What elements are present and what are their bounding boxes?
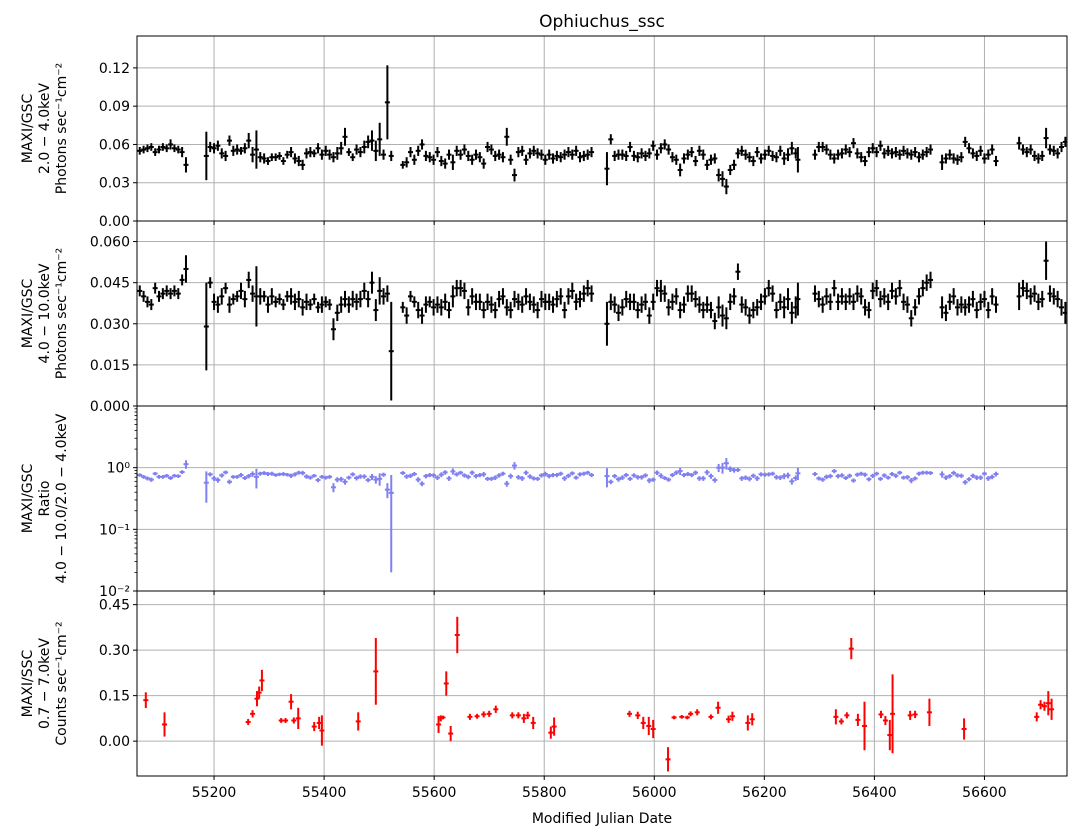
panel-gsc_ratio-plot [137, 458, 999, 573]
panel-gsc_ratio-y-axis-label: 4.0 − 10.0/2.0 − 4.0keV [54, 413, 70, 583]
panel-gsc_high-y-tick-label: 0.030 [90, 317, 130, 333]
chart-title: Ophiuchus_ssc [539, 12, 665, 32]
panel-ssc-y-tick-label: 0.00 [99, 734, 130, 750]
panel-gsc_low-y-axis-label: Photons sec⁻¹cm⁻² [54, 63, 70, 195]
panel-gsc_high-y-tick-label: 0.015 [90, 358, 130, 374]
panel-gsc_ratio-frame [136, 405, 1068, 592]
panel-gsc_low-y-tick-label: 0.12 [99, 61, 130, 77]
panel-gsc_low-plot [137, 65, 1067, 195]
x-tick-label: 55200 [192, 785, 237, 801]
panel-gsc_high-y-axis-label: Photons sec⁻¹cm⁻² [54, 248, 70, 380]
panel-gsc_ratio-y-tick-label: 10⁻² [99, 584, 130, 600]
panel-ssc-plot [143, 616, 1055, 772]
panel-gsc_low-y-tick-label: 0.00 [99, 214, 130, 230]
x-tick-label: 56400 [852, 785, 897, 801]
panel-gsc_low-y-tick-label: 0.06 [99, 137, 130, 153]
panel-gsc_ratio-y-tick-label: 10⁻¹ [99, 522, 130, 538]
panel-gsc_low-frame [136, 35, 1068, 222]
x-axis-label: Modified Julian Date [532, 811, 672, 827]
panel-ssc-y-tick-label: 0.45 [99, 598, 130, 614]
panel-ssc-y-tick-label: 0.30 [99, 643, 130, 659]
panel-ssc-y-axis-label: Counts sec⁻¹cm⁻² [54, 621, 70, 745]
panel-ssc-y-axis-label: MAXI/SSC [20, 649, 36, 717]
panel-gsc_ratio-y-axis-label: MAXI/GSC [20, 463, 36, 533]
panel-gsc_low-y-tick-label: 0.09 [99, 99, 130, 115]
panel-gsc_ratio-y-axis-label: Ratio [37, 481, 53, 517]
panel-gsc_high-y-tick-label: 0.000 [90, 399, 130, 415]
panel-gsc_high-plot [137, 241, 1067, 401]
data-layer [137, 65, 1067, 772]
panel-ssc-y-tick-label: 0.15 [99, 689, 130, 705]
panel-ssc-frame [136, 590, 1068, 777]
panel-gsc_low-y-axis-label: 2.0 − 4.0keV [37, 83, 53, 174]
panel-gsc_high-y-tick-label: 0.045 [90, 276, 130, 292]
panel-gsc_ratio-y-tick-label: 10⁰ [107, 461, 131, 477]
panel-gsc_high-frame [136, 220, 1068, 407]
panel-gsc_high-y-axis-label: 4.0 − 10.0keV [37, 263, 53, 363]
panel-gsc_high-y-axis-label: MAXI/GSC [20, 278, 36, 348]
panel-ssc-y-axis-label: 0.7 − 7.0keV [37, 638, 53, 729]
x-tick-label: 55400 [302, 785, 347, 801]
panel-gsc_high-y-tick-label: 0.060 [90, 235, 130, 251]
x-tick-label: 56200 [742, 785, 787, 801]
x-tick-label: 55600 [412, 785, 457, 801]
panel-gsc_low-y-axis-label: MAXI/GSC [20, 93, 36, 163]
panel-gsc_low-y-tick-label: 0.03 [99, 176, 130, 192]
x-tick-label: 56600 [962, 785, 1007, 801]
x-tick-label: 56000 [632, 785, 677, 801]
x-tick-label: 55800 [522, 785, 567, 801]
